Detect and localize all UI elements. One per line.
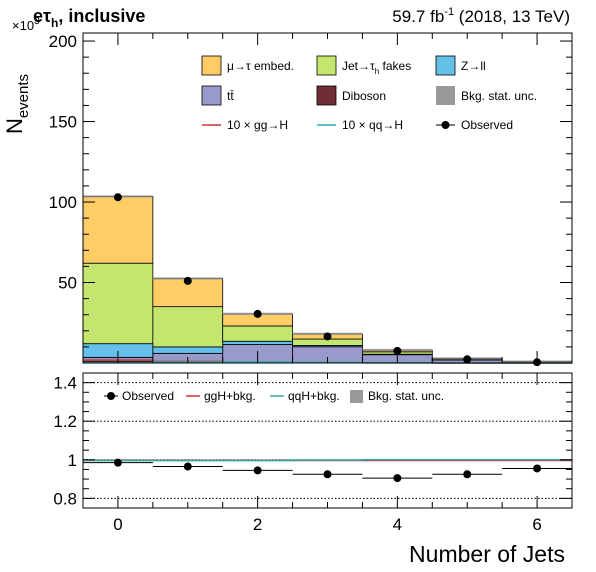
observed-point-2 [253,309,262,318]
ratio-point-4 [393,474,402,483]
ratio-point-6 [533,464,542,473]
legend-label-1: Jet→τh fakes [342,59,411,76]
ratio-point-2 [253,466,262,475]
ratio-qqh-line [83,459,572,462]
ratio-y-tick-label: 0.8 [53,489,77,508]
main-legend: μ→τ embed. Jet→τh fakes Z→ll tt̄ Diboson Bkg.… [201,55,537,132]
observed-point-0 [113,193,122,202]
ratio-legend-label-0: Observed [122,389,174,403]
observed-point-1 [183,276,192,285]
ratio-point-5 [463,470,472,479]
bar-jet-h-fakes-1 [152,306,224,348]
legend-swatch-2 [435,55,456,76]
observed-point-3 [323,332,332,341]
legend-label-7: 10 × qq→H [342,118,403,132]
legend-swatch-3 [201,85,222,106]
y-axis-title: Nevents [2,74,32,134]
y-multiplier: ×103 [12,16,40,33]
x-axis-title: Number of Jets [409,541,565,567]
observed-points [113,193,542,367]
x-tick-label: 2 [253,515,262,534]
channel-title: eτh, inclusive [33,6,145,30]
legend-label-5: Bkg. stat. unc. [461,89,537,103]
x-tick-label: 6 [532,515,541,534]
ratio-y-tick-label: 1.4 [53,374,77,393]
bar-z-ll-2 [222,340,293,345]
ratio-point-0 [113,458,122,467]
bar-jet-h-fakes-2 [222,325,293,342]
ratio-legend-swatch-3 [350,390,363,403]
legend-swatch-4 [316,85,337,106]
legend-label-8: Observed [461,118,513,132]
legend-marker-8 [441,121,450,129]
legend-label-2: Z→ll [461,59,486,73]
ratio-point-1 [183,462,192,471]
x-tick-label: 4 [393,515,402,534]
ratio-x-axis: 0 2 4 6 [82,373,573,534]
ratio-point-3 [323,470,332,479]
ratio-y-axis: 0.8 1 1.2 1.4 [53,374,572,508]
legend-swatch-5 [436,86,455,105]
ratio-legend-label-1: ggH+bkg. [204,389,256,403]
main-y-axis: 50 100 150 200 [49,32,572,364]
x-tick-label: 0 [113,515,122,534]
ratio-y-tick-label: 1 [68,451,77,470]
ratio-legend: Observed ggH+bkg. qqH+bkg. Bkg. stat. unc. [104,389,444,403]
main-x-axis [82,33,573,363]
main-y-tick-label: 200 [49,32,77,51]
legend-label-4: Diboson [342,89,386,103]
main-y-tick-label: 150 [49,113,77,132]
legend-swatch-1 [316,55,337,76]
ratio-signal-lines [83,459,572,462]
legend-swatch-0 [201,55,222,76]
legend-label-6: 10 × gg→H [227,118,288,132]
observed-point-4 [393,346,402,355]
ratio-legend-label-2: qqH+bkg. [288,389,340,403]
ratio-observed-points [83,458,572,483]
bar-embed-0 [82,195,154,264]
ratio-y-tick-label: 1.2 [53,412,77,431]
ratio-legend-marker [107,392,115,400]
legend-label-0: μ→τ embed. [227,59,294,73]
bar-jet-h-fakes-0 [82,262,154,345]
bar-z-ll-1 [152,346,224,354]
legend-label-3: tt̄ [227,89,234,103]
ratio-legend-label-3: Bkg. stat. unc. [368,389,444,403]
luminosity-label: 59.7 fb-1 (2018, 13 TeV) [392,6,570,26]
main-y-tick-label: 100 [49,193,77,212]
main-y-tick-label: 50 [58,274,77,293]
